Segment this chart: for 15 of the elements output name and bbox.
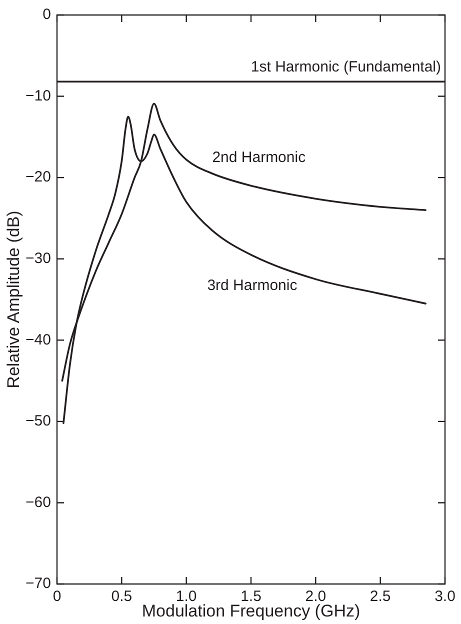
y-axis-title: Relative Amplitude (dB) xyxy=(4,210,23,388)
x-tick-label: 0.5 xyxy=(111,588,132,606)
y-tick-label: −40 xyxy=(26,331,51,348)
series-label: 1st Harmonic (Fundamental) xyxy=(250,58,441,76)
x-tick-label: 3.0 xyxy=(434,588,456,606)
y-tick-label: −70 xyxy=(26,575,51,592)
series-label: 2nd Harmonic xyxy=(212,149,306,166)
y-tick-label: −60 xyxy=(26,494,51,511)
series-label: 3rd Harmonic xyxy=(207,277,298,294)
y-tick-label: −30 xyxy=(26,250,51,267)
y-tick-label: −10 xyxy=(26,87,51,104)
x-tick-label: 2.5 xyxy=(370,588,391,606)
y-tick-label: −20 xyxy=(26,168,51,186)
y-tick-label: −50 xyxy=(26,412,51,430)
y-tick-label: 0 xyxy=(42,6,51,24)
